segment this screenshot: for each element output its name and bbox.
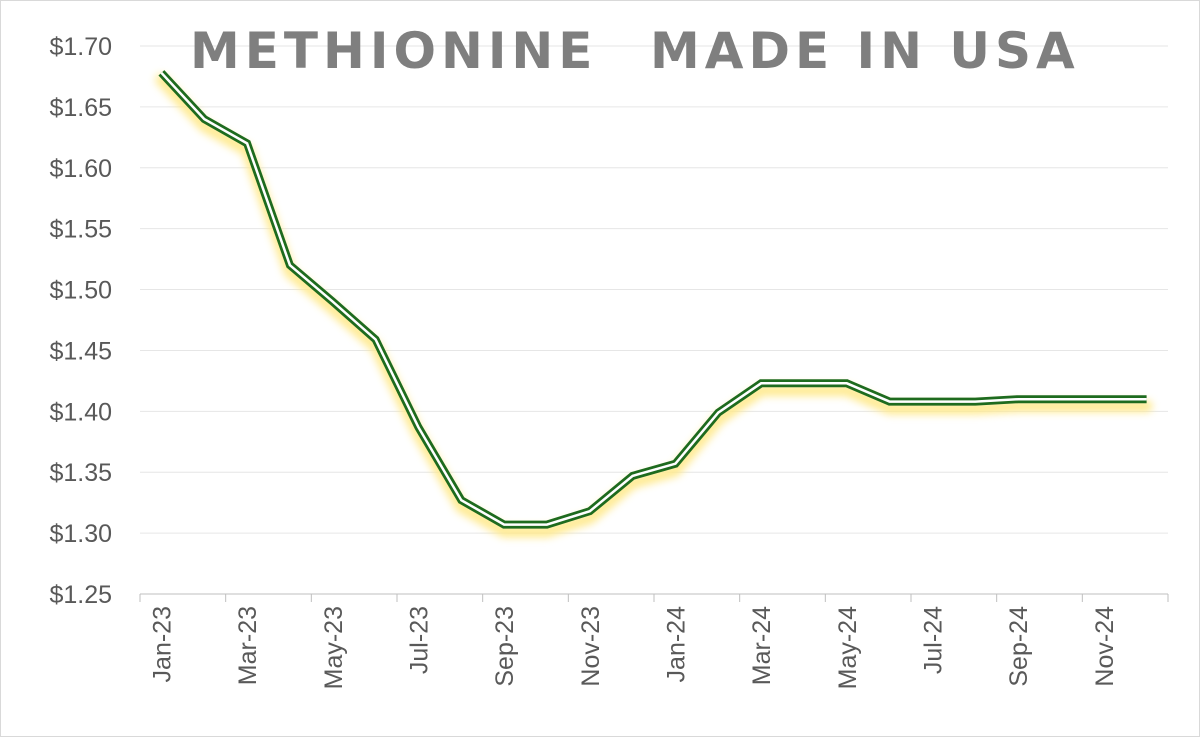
x-tick-label: Nov-23 bbox=[577, 606, 605, 687]
y-tick-label: $1.55 bbox=[49, 216, 112, 244]
y-tick-label: $1.45 bbox=[49, 337, 112, 365]
x-tick-label: Sep-23 bbox=[491, 606, 519, 687]
chart-title-part-2: MADE IN USA bbox=[650, 22, 1080, 80]
y-tick-label: $1.60 bbox=[49, 155, 112, 183]
x-tick-label: Jan-24 bbox=[662, 606, 690, 683]
x-tick-label: Jul-24 bbox=[919, 606, 947, 674]
series-line-glow bbox=[155, 73, 1153, 538]
series-price bbox=[155, 70, 1153, 538]
y-tick-label: $1.40 bbox=[49, 398, 112, 426]
series-line bbox=[158, 70, 1147, 529]
x-tick-label: Nov-24 bbox=[1091, 606, 1119, 687]
x-tick-label: Mar-24 bbox=[748, 606, 776, 685]
y-tick-label: $1.30 bbox=[49, 520, 112, 548]
chart-title-part-1: METHIONINE bbox=[190, 22, 597, 80]
y-tick-label: $1.35 bbox=[49, 459, 112, 487]
x-tick-label: May-23 bbox=[320, 606, 348, 689]
x-tick-label: Jan-23 bbox=[148, 606, 176, 682]
y-tick-label: $1.50 bbox=[49, 277, 112, 305]
y-tick-label: $1.65 bbox=[49, 94, 112, 122]
x-tick-label: Jul-23 bbox=[405, 606, 433, 674]
x-tick-label: May-24 bbox=[834, 606, 862, 689]
y-tick-label: $1.70 bbox=[49, 33, 112, 61]
x-tick-label: Sep-24 bbox=[1005, 606, 1033, 687]
series-line-inner bbox=[160, 71, 1147, 526]
x-axis bbox=[139, 593, 1169, 602]
y-axis-tick-labels: $1.25 $1.30 $1.35 $1.40 $1.45 $1.50 $1.55 $1.60… bbox=[49, 33, 112, 609]
gridlines bbox=[140, 45, 1168, 534]
chart-title: METHIONINE MADE IN USA bbox=[190, 22, 1080, 80]
y-tick-label: $1.25 bbox=[49, 581, 112, 609]
x-tick-label: Mar-23 bbox=[234, 606, 262, 685]
x-axis-tick-labels: Jan-23 Mar-23 May-23 Jul-23 Sep-23 Nov-23 Jan-… bbox=[148, 606, 1118, 689]
